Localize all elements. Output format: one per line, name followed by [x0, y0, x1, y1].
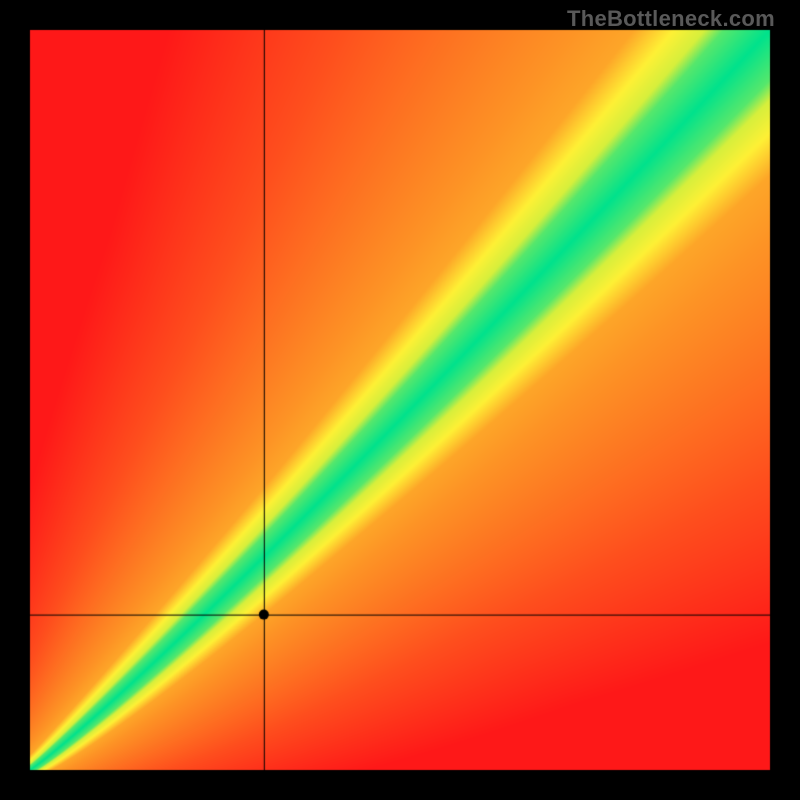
bottleneck-heatmap: [0, 0, 800, 800]
watermark-label: TheBottleneck.com: [567, 6, 775, 32]
